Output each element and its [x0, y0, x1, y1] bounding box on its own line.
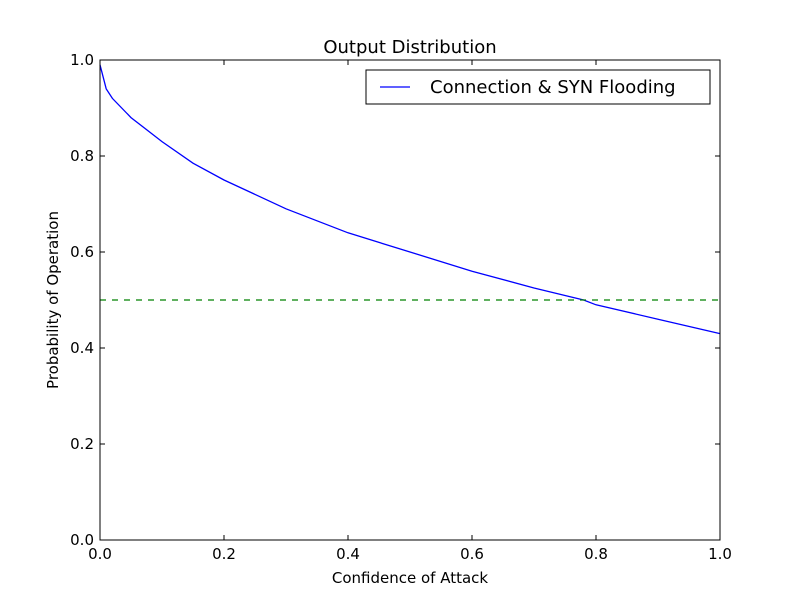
plot-border [99, 59, 721, 541]
y-tick-label: 0.0 [70, 531, 94, 549]
axes-frame [99, 59, 721, 541]
y-tick-label: 0.6 [70, 243, 94, 261]
x-tick-label: 0.4 [336, 545, 360, 563]
x-tick-label: 0.6 [460, 545, 484, 563]
x-tick-label: 0.2 [212, 545, 236, 563]
x-tick-label: 1.0 [708, 545, 732, 563]
legend: Connection & SYN Flooding [365, 69, 711, 105]
series-layer [99, 64, 721, 335]
y-axis: 0.0 0.2 0.4 0.6 0.8 1.0 [70, 51, 720, 549]
y-axis-label: Probability of Operation [44, 211, 62, 389]
y-tick-label: 0.8 [70, 147, 94, 165]
x-axis-label: Confidence of Attack [332, 569, 489, 587]
x-tick-label: 0.8 [584, 545, 608, 563]
legend-entry: Connection & SYN Flooding [430, 77, 676, 98]
chart-title: Output Distribution [323, 37, 496, 58]
y-tick-label: 0.2 [70, 435, 94, 453]
legend-box [365, 69, 711, 105]
series-line-0 [99, 64, 721, 335]
plot-area [100, 60, 720, 540]
y-tick-label: 0.4 [70, 339, 94, 357]
x-axis: 0.0 0.2 0.4 0.6 0.8 1.0 [88, 60, 732, 563]
y-tick-label: 1.0 [70, 51, 94, 69]
x-tick-label: 0.0 [88, 545, 112, 563]
